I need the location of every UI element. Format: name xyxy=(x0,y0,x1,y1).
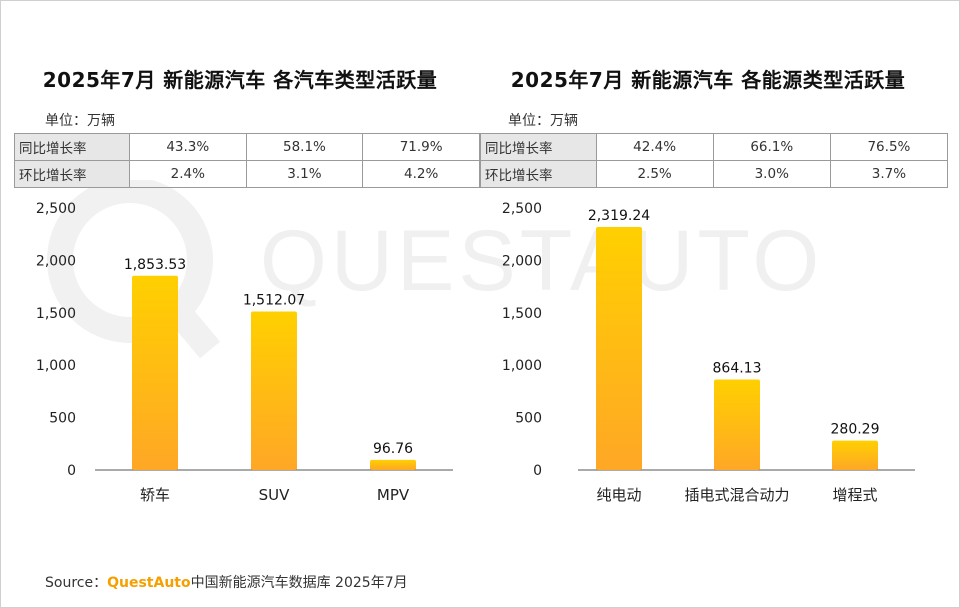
table-cell: 2.4% xyxy=(128,160,247,188)
table-cell: 3.7% xyxy=(829,160,949,188)
brand-name: QuestAuto xyxy=(107,575,191,591)
table-cell: 58.1% xyxy=(245,133,364,161)
unit-value: 万辆 xyxy=(550,113,578,129)
data-label: 280.29 xyxy=(831,422,880,438)
unit-label: 单位：万辆 xyxy=(508,110,578,130)
bar-chart-energy-types: 0 500 1,000 1,500 2,000 2,500 2,319.24 纯电动 864.1… xyxy=(502,201,915,504)
y-tick-label: 0 xyxy=(533,463,542,479)
category-label: SUV xyxy=(259,486,291,504)
category-label: 轿车 xyxy=(140,486,170,504)
unit-label-text: 单位： xyxy=(45,113,87,129)
y-tick-label: 500 xyxy=(515,411,542,427)
source-footer: Source：QuestAuto中国新能源汽车数据库 2025年7月 xyxy=(45,572,408,592)
row-label: 环比增长率 xyxy=(480,160,597,188)
chart-title: 2025年7月 新能源汽车 各汽车类型活跃量 xyxy=(42,68,438,92)
chart-title: 2025年7月 新能源汽车 各能源类型活跃量 xyxy=(510,68,906,92)
row-label: 环比增长率 xyxy=(14,160,130,188)
table-cell: 71.9% xyxy=(362,133,480,161)
table-cell: 42.4% xyxy=(595,133,714,161)
table-cell: 3.0% xyxy=(712,160,831,188)
source-text: 中国新能源汽车数据库 2025年7月 xyxy=(190,575,408,591)
row-label: 同比增长率 xyxy=(14,133,130,161)
table-cell: 66.1% xyxy=(712,133,831,161)
table-row: 同比增长率 42.4% 66.1% 76.5% xyxy=(480,133,949,161)
y-tick-label: 500 xyxy=(49,411,76,427)
table-cell: 43.3% xyxy=(128,133,247,161)
y-tick-label: 2,000 xyxy=(502,253,542,269)
y-tick-label: 2,500 xyxy=(502,201,542,217)
data-label: 2,319.24 xyxy=(588,208,650,224)
table-cell: 4.2% xyxy=(362,160,480,188)
y-tick-label: 1,500 xyxy=(502,306,542,322)
category-label: 纯电动 xyxy=(596,486,641,504)
y-tick-label: 1,000 xyxy=(36,358,76,374)
unit-label-text: 单位： xyxy=(508,113,550,129)
bar xyxy=(251,311,297,470)
table-row: 环比增长率 2.5% 3.0% 3.7% xyxy=(480,160,949,188)
data-label: 96.76 xyxy=(373,441,413,457)
data-label: 1,853.53 xyxy=(124,257,186,273)
category-label: MPV xyxy=(377,486,410,504)
table-row: 同比增长率 43.3% 58.1% 71.9% xyxy=(14,133,480,161)
bar-chart-vehicle-types: 0 500 1,000 1,500 2,000 2,500 1,853.53 轿车 1,512.… xyxy=(36,201,453,504)
y-tick-label: 2,500 xyxy=(36,201,76,217)
unit-label: 单位：万辆 xyxy=(45,110,115,130)
panel-energy-types: 2025年7月 新能源汽车 各能源类型活跃量 单位：万辆 同比增长率 42.4%… xyxy=(468,0,949,560)
row-label: 同比增长率 xyxy=(480,133,597,161)
unit-value: 万辆 xyxy=(87,113,115,129)
data-label: 864.13 xyxy=(713,360,762,376)
bar xyxy=(596,226,642,470)
growth-table: 同比增长率 43.3% 58.1% 71.9% 环比增长率 2.4% 3.1% … xyxy=(14,133,480,188)
table-cell: 3.1% xyxy=(245,160,364,188)
category-label: 插电式混合动力 xyxy=(684,486,789,504)
bar xyxy=(832,440,878,470)
bar xyxy=(714,379,760,470)
y-tick-label: 1,500 xyxy=(36,306,76,322)
category-label: 增程式 xyxy=(832,486,877,504)
y-tick-label: 1,000 xyxy=(502,358,542,374)
y-tick-label: 0 xyxy=(67,463,76,479)
source-label: Source： xyxy=(45,575,108,591)
y-tick-label: 2,000 xyxy=(36,253,76,269)
data-label: 1,512.07 xyxy=(243,293,305,309)
bar xyxy=(370,459,416,470)
bar xyxy=(132,275,178,470)
table-cell: 2.5% xyxy=(595,160,714,188)
table-row: 环比增长率 2.4% 3.1% 4.2% xyxy=(14,160,480,188)
panel-vehicle-types: 2025年7月 新能源汽车 各汽车类型活跃量 单位：万辆 同比增长率 43.3%… xyxy=(0,0,480,560)
table-cell: 76.5% xyxy=(829,133,949,161)
growth-table: 同比增长率 42.4% 66.1% 76.5% 环比增长率 2.5% 3.0% … xyxy=(480,133,949,188)
